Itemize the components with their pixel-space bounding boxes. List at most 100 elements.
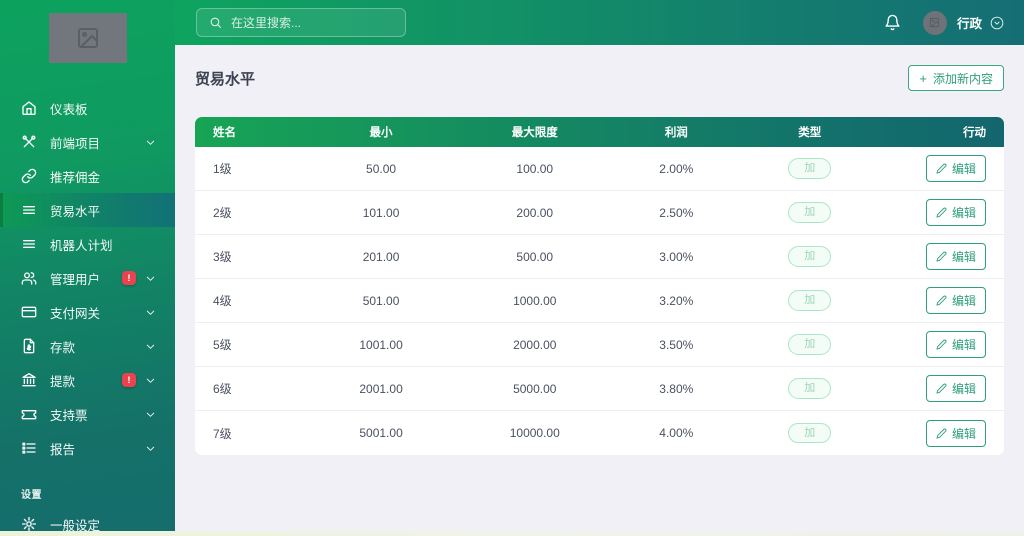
cell-type: 加: [745, 378, 874, 399]
edit-button-label: 编辑: [951, 162, 976, 176]
edit-button[interactable]: 编辑: [925, 155, 986, 182]
users-icon: [21, 270, 37, 286]
page-head: 贸易水平 + 添加新内容: [195, 63, 1004, 93]
home-icon: [21, 100, 37, 116]
ticket-icon: [21, 406, 37, 422]
cell-action: 编辑: [875, 243, 1004, 270]
search-icon: [209, 16, 222, 29]
cell-max: 2000.00: [513, 337, 557, 352]
levels-table: 姓名 最小 最大限度 利润 类型 行动 1级 50.00 100.00 2.00% 加编…: [195, 117, 1004, 455]
sidebar-item-dashboard[interactable]: 仪表板: [0, 91, 175, 125]
sidebar-item-label: 报告: [50, 442, 76, 457]
cell-profit: 3.20%: [659, 293, 694, 308]
main-area: 在这里搜索... 行政 贸易水平 + 添加新内容: [175, 0, 1024, 536]
alert-badge: !: [122, 373, 136, 387]
type-badge: 加: [788, 422, 832, 444]
page-title: 贸易水平: [195, 70, 256, 88]
topbar-right: 行政: [884, 10, 1004, 35]
edit-button[interactable]: 编辑: [925, 243, 986, 270]
cell-min: 201.00: [362, 249, 400, 264]
cell-min: 1001.00: [359, 337, 403, 352]
cell-action: 编辑: [875, 331, 1004, 358]
header-action: 行动: [963, 127, 986, 139]
chevron-down-icon: [145, 440, 161, 456]
edit-button[interactable]: 编辑: [925, 419, 986, 447]
pencil-icon: [936, 383, 947, 394]
cell-action: 编辑: [875, 287, 1004, 314]
add-new-button[interactable]: + 添加新内容: [908, 65, 1004, 91]
chevron-down-icon: [145, 372, 161, 388]
sidebar-item-trade-level[interactable]: 贸易水平: [0, 193, 175, 227]
edit-button[interactable]: 编辑: [925, 375, 986, 402]
cell-profit: 3.80%: [659, 381, 694, 396]
user-name[interactable]: 行政: [956, 17, 982, 31]
type-badge: 加: [788, 202, 832, 223]
sidebar-item-payment-gateway[interactable]: 支付网关: [0, 295, 175, 329]
type-badge: 加: [788, 290, 832, 311]
edit-button-label: 编辑: [951, 250, 976, 264]
sidebar-item-label: 管理用户: [50, 272, 101, 287]
plus-icon: +: [919, 70, 927, 86]
edit-button-label: 编辑: [951, 426, 976, 441]
table-row: 4级 501.00 1000.00 3.20% 加 编辑: [195, 279, 1004, 323]
edit-button-label: 编辑: [951, 382, 976, 396]
cell-max: 5000.00: [513, 381, 557, 396]
edit-button-label: 编辑: [951, 294, 976, 308]
sidebar-item-withdrawals[interactable]: 提款!: [0, 363, 175, 397]
sidebar-section-settings: 设置: [21, 490, 42, 501]
cell-type: 加: [745, 202, 874, 223]
sidebar-item-label: 提款: [50, 374, 76, 389]
bank-icon: [21, 372, 37, 388]
edit-button[interactable]: 编辑: [925, 199, 986, 226]
type-badge: 加: [788, 378, 832, 399]
cell-type: 加: [745, 334, 874, 355]
sidebar-item-support-ticket[interactable]: 支持票: [0, 397, 175, 431]
avatar[interactable]: [922, 10, 947, 35]
cell-min: 501.00: [362, 293, 400, 308]
cell-max: 1000.00: [513, 293, 557, 308]
gear-icon: [21, 516, 37, 532]
list-icon: [21, 236, 37, 252]
header-type: 类型: [798, 127, 822, 139]
cell-min: 5001.00: [359, 426, 403, 440]
sidebar-item-label: 一般设定: [50, 518, 101, 533]
user-menu-chevron-icon[interactable]: [990, 16, 1004, 30]
chevron-down-icon: [145, 134, 161, 150]
header-profit: 利润: [664, 127, 688, 139]
cell-min: 50.00: [366, 161, 397, 176]
sidebar-item-referral-commission[interactable]: 推荐佣金: [0, 159, 175, 193]
cell-name: 3级: [213, 250, 232, 264]
cell-profit: 4.00%: [659, 426, 694, 440]
pencil-icon: [936, 207, 947, 218]
edit-button[interactable]: 编辑: [925, 331, 986, 358]
sidebar-item-manage-users[interactable]: 管理用户!: [0, 261, 175, 295]
sidebar-item-label: 前端项目: [50, 136, 101, 151]
cell-profit: 2.50%: [659, 205, 694, 220]
cell-profit: 3.50%: [659, 337, 694, 352]
logo[interactable]: [48, 13, 127, 63]
table-body: 1级 50.00 100.00 2.00% 加编辑 2级 101.00 200.00 2.50%…: [195, 147, 1004, 455]
edit-button-label: 编辑: [951, 206, 976, 220]
sidebar-item-frontend-project[interactable]: 前端项目: [0, 125, 175, 159]
search-input[interactable]: 在这里搜索...: [196, 8, 406, 37]
header-min: 最小: [369, 127, 393, 139]
table-row: 5级 1001.00 2000.00 3.50% 加 编辑: [195, 323, 1004, 367]
cell-name: 2级: [213, 206, 232, 220]
pencil-icon: [936, 428, 947, 439]
cell-type: 加: [745, 158, 874, 179]
notifications-bell-icon[interactable]: [884, 14, 901, 31]
type-badge: 加: [788, 334, 832, 355]
sidebar-item-reports[interactable]: 报告: [0, 431, 175, 465]
table-row: 3级 201.00 500.00 3.00% 加 编辑: [195, 235, 1004, 279]
sidebar-item-general-settings[interactable]: 一般设定: [0, 507, 175, 536]
type-badge: 加: [788, 246, 832, 267]
cell-max: 10000.00: [509, 426, 560, 440]
cell-action: 编辑: [875, 419, 1004, 447]
sidebar-item-deposits[interactable]: 存款: [0, 329, 175, 363]
table-row: 2级 101.00 200.00 2.50% 加 编辑: [195, 191, 1004, 235]
sidebar-item-robot-plan[interactable]: 机器人计划: [0, 227, 175, 261]
cell-action: 编辑: [875, 155, 1004, 182]
cell-name: 1级: [213, 162, 232, 176]
tools-icon: [21, 134, 37, 150]
edit-button[interactable]: 编辑: [925, 287, 986, 314]
